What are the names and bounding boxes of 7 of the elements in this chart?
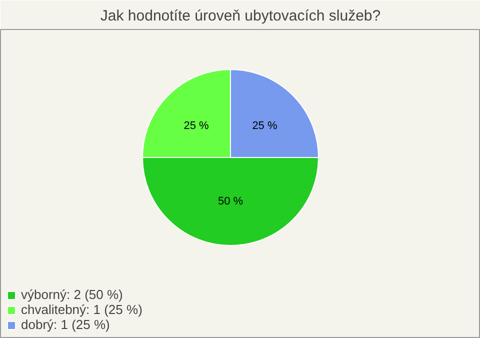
data-label: 50 %	[218, 196, 244, 208]
data-label: 25 %	[252, 120, 278, 132]
legend-label: chvalitebný: 1 (25 %)	[21, 302, 142, 317]
data-label: 25 %	[184, 120, 210, 132]
chart-title: Jak hodnotíte úroveň ubytovacích služeb?	[100, 8, 381, 24]
legend-label: dobrý: 1 (25 %)	[21, 317, 110, 332]
legend-label: výborný: 2 (50 %)	[21, 287, 123, 302]
